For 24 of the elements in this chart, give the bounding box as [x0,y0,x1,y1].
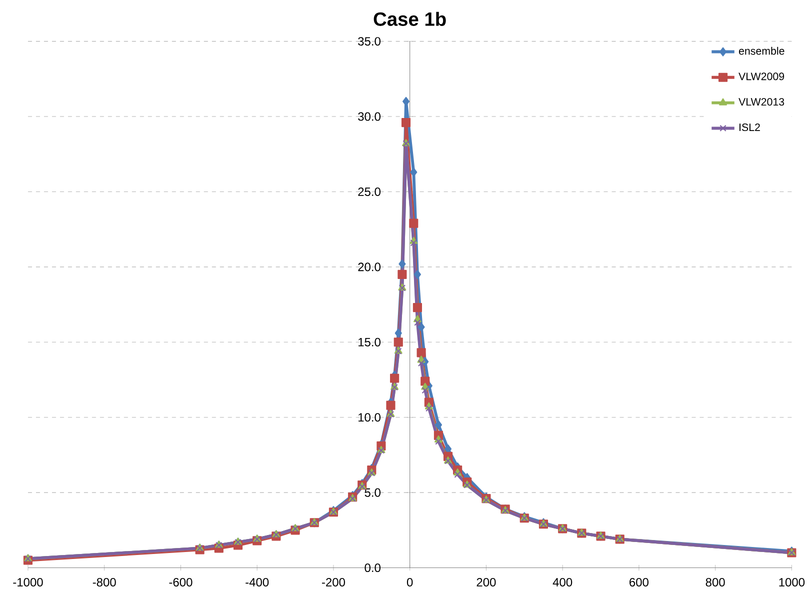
chart-title: Case 1b [374,12,446,26]
y-tick-label: 35.0 [358,37,380,46]
y-tick-label: 30.0 [358,112,380,121]
x-tick-label: -600 [169,578,192,586]
x-tick-label: 1000 [779,578,805,586]
x-tick-label: -400 [246,578,269,586]
y-tick-label: 0.0 [364,563,380,572]
x-tick-label: 600 [630,578,648,586]
x-tick-label: -800 [92,578,116,586]
x-tick-label: 400 [552,578,572,586]
x-tick-label: -1000 [13,578,43,586]
x-tick-label: 0 [406,578,413,586]
legend-label: VLW2013 [738,98,784,106]
y-tick-label: 10.0 [358,413,380,422]
y-tick-label: 5.0 [364,488,380,497]
legend-label: VLW2009 [738,72,784,80]
x-tick-label: 800 [706,578,725,586]
y-tick-label: 15.0 [358,338,380,346]
legend-label: ensemble [738,46,784,55]
x-tick-label: 200 [476,578,496,586]
x-tick-label: -200 [322,578,346,586]
y-tick-label: 25.0 [358,187,380,196]
legend-label: ISL2 [740,123,760,132]
y-tick-label: 20.0 [358,262,380,272]
